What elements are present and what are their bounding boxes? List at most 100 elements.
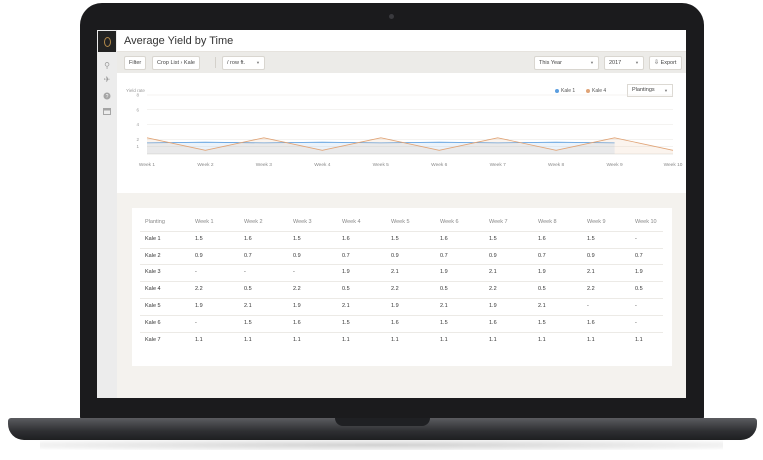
title-bar: Average Yield by Time	[117, 30, 686, 52]
table-cell: 0.5	[635, 286, 643, 293]
x-tick-label: Week 8	[548, 162, 565, 168]
table-cell: 1.1	[635, 336, 643, 343]
row-divider	[140, 298, 663, 299]
table-cell: 0.5	[538, 286, 546, 293]
breadcrumb-separator: ›	[180, 60, 183, 66]
table-cell: 2.1	[342, 303, 350, 309]
table-cell: 0.9	[195, 252, 203, 259]
table-cell: 2.2	[195, 286, 203, 293]
table-cell: 0.9	[293, 252, 301, 259]
legend-item-kale-1[interactable]: Kale 1	[555, 88, 575, 94]
table-cell: 1.6	[244, 235, 252, 242]
export-label: Export	[660, 60, 677, 66]
calendar-icon[interactable]	[103, 107, 111, 115]
table-cell: 1.5	[587, 235, 595, 242]
row-divider	[140, 264, 663, 266]
table-cell: 1.1	[342, 336, 350, 343]
x-tick-label: Week 1	[139, 162, 156, 168]
table-cell: -	[244, 269, 246, 276]
table-row-label: Kale 6	[145, 319, 161, 326]
table-header-cell: Week 6	[440, 219, 459, 225]
table-cell: 1.5	[440, 319, 448, 326]
table-cell: 0.7	[244, 252, 252, 259]
table-cell: 1.9	[489, 303, 497, 309]
yield-table: Planting Week 1 Week 2 Week 3 Week 4 Week 5 We…	[132, 208, 672, 366]
sidebar: ⚲ ✈ ?	[97, 30, 117, 398]
table-cell: 2.2	[587, 286, 595, 293]
unit-select-value: / row ft.	[227, 60, 246, 66]
row-divider	[140, 230, 663, 232]
table-header-cell: Week 9	[587, 219, 606, 225]
table-cell: 1.1	[195, 336, 203, 343]
legend-dot-icon	[586, 88, 590, 93]
row-divider	[140, 281, 663, 283]
table-cell: 1.1	[244, 336, 252, 343]
x-tick-label: Week 3	[256, 162, 273, 168]
table-cell: 1.6	[440, 235, 448, 242]
unit-select[interactable]: / row ft. ▼	[222, 56, 265, 70]
table-cell: 1.5	[489, 235, 497, 242]
table-cell: 0.7	[342, 252, 350, 259]
table-header-cell: Week 3	[293, 219, 312, 225]
breadcrumb-crop[interactable]: Kale	[183, 60, 195, 66]
plantings-select-value: Plantings	[632, 87, 655, 93]
table-row-label: Kale 1	[145, 235, 161, 242]
x-tick-label: Week 4	[314, 162, 331, 168]
series-line-1	[146, 141, 615, 144]
breadcrumb-crop-list[interactable]: Crop List	[157, 60, 180, 66]
table-cell: 1.5	[293, 235, 301, 242]
table-cell: 2.1	[587, 269, 595, 276]
table-cell: -	[195, 319, 197, 326]
table-cell: 2.1	[244, 303, 252, 309]
table-cell: 0.5	[440, 286, 448, 293]
table-cell: 1.1	[440, 336, 448, 343]
toolbar: Filter Crop List › Kale / row ft. ▼ This…	[117, 52, 686, 73]
series-area-2	[147, 137, 673, 154]
laptop-shadow	[40, 440, 723, 450]
table-cell: 2.2	[489, 286, 497, 293]
table-header-cell: Week 1	[195, 219, 214, 225]
filter-button[interactable]: Filter	[124, 56, 147, 70]
table-header-cell: Week 5	[391, 219, 410, 225]
table-cell: 1.9	[391, 303, 399, 309]
table-cell: 1.9	[635, 269, 643, 276]
table-cell: -	[635, 235, 637, 242]
y-tick-label: 2	[136, 137, 139, 142]
table-row-label: Kale 4	[145, 286, 161, 293]
table-cell: 2.1	[489, 269, 497, 276]
table-cell: 1.1	[391, 336, 399, 343]
table-cell: 0.9	[587, 252, 595, 259]
table-cell: 2.2	[391, 286, 399, 293]
bird-icon[interactable]: ✈	[103, 75, 111, 84]
y-tick-label: 8	[136, 93, 139, 98]
row-divider	[140, 314, 663, 316]
legend-item-kale-4[interactable]: Kale 4	[586, 88, 606, 94]
row-divider	[140, 247, 663, 249]
screen: ⚲ ✈ ? Average Yield by Time Filter Crop …	[97, 30, 686, 398]
year-select[interactable]: 2017 ▼	[604, 56, 644, 70]
breadcrumb[interactable]: Crop List › Kale	[152, 56, 200, 70]
table-cell: 1.9	[195, 303, 203, 309]
help-icon[interactable]: ?	[103, 92, 111, 100]
table-row-label: Kale 5	[145, 303, 161, 309]
legend-dot-icon	[555, 88, 559, 93]
table-cell: 1.1	[489, 336, 497, 343]
table-header-cell: Week 4	[342, 219, 361, 225]
logo-icon[interactable]	[98, 31, 116, 52]
table-cell: -	[635, 319, 637, 326]
pin-icon[interactable]: ⚲	[104, 61, 110, 70]
plantings-select[interactable]: Plantings ▼	[627, 84, 673, 97]
period-select[interactable]: This Year ▼	[534, 56, 599, 70]
laptop-notch	[335, 418, 430, 426]
table-cell: -	[293, 269, 295, 276]
export-button[interactable]: ⇩ Export	[649, 56, 682, 70]
table-cell: -	[195, 269, 197, 276]
chart-y-label: Yield rate	[126, 88, 145, 93]
table-cell: 2.2	[293, 286, 301, 293]
svg-text:?: ?	[106, 94, 109, 100]
y-tick-label: 1	[136, 144, 139, 149]
yield-chart: 1 2 4 6 8 Week 1 Week 2 Week 3 Week 4 Week 5 Week …	[136, 93, 682, 168]
table-cell: 0.9	[391, 252, 399, 259]
table-header-cell: Planting	[145, 219, 165, 225]
legend-label: Kale 1	[561, 88, 576, 94]
